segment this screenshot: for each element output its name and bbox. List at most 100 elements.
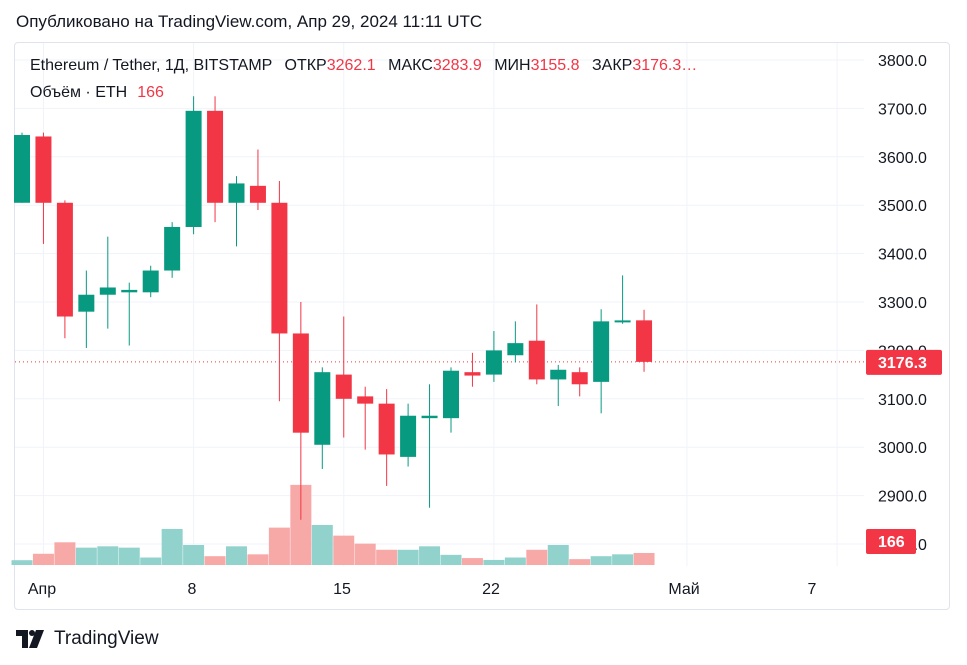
candle-body <box>14 135 30 203</box>
time-axis[interactable]: Апр 8 15 22 Май 7 <box>28 581 817 598</box>
time-tick-label: Апр <box>28 581 56 598</box>
candle[interactable] <box>507 321 524 363</box>
candle[interactable] <box>142 265 159 298</box>
volume-bar <box>54 542 76 565</box>
volume-bar <box>311 524 333 565</box>
candle[interactable] <box>14 132 30 203</box>
candle[interactable] <box>314 367 331 469</box>
volume-legend: Объём · ETH 166 <box>30 84 164 102</box>
price-tick-label: 3000.0 <box>878 440 927 457</box>
candle-body <box>271 202 288 334</box>
candle[interactable] <box>528 304 545 385</box>
candle[interactable] <box>99 236 116 329</box>
close-label: ЗАКР <box>591 57 633 74</box>
price-tick-label: 3500.0 <box>878 198 927 215</box>
candle-body <box>249 185 266 203</box>
candle-body <box>99 287 116 295</box>
candle[interactable] <box>400 403 417 467</box>
candle-body <box>164 226 181 271</box>
candle[interactable] <box>228 176 245 247</box>
published-caption: Опубликовано на TradingView.com, Апр 29,… <box>16 12 483 31</box>
candle[interactable] <box>357 386 374 450</box>
candle[interactable] <box>335 316 352 438</box>
candle[interactable] <box>35 132 52 244</box>
candle[interactable] <box>207 96 224 223</box>
candle[interactable] <box>464 352 481 387</box>
candle-body <box>314 372 331 445</box>
close-value: 3176.3… <box>632 57 698 74</box>
low-value: 3155.8 <box>530 57 580 74</box>
candle[interactable] <box>571 367 588 397</box>
candle-body <box>528 340 545 380</box>
candle-body <box>207 110 224 203</box>
candle[interactable] <box>56 200 73 339</box>
tradingview-logo-icon <box>16 630 44 648</box>
price-tick-label: 3400.0 <box>878 247 927 264</box>
candle-body <box>593 321 610 382</box>
candle[interactable] <box>185 96 202 235</box>
candle-body <box>614 320 631 323</box>
candle-body <box>550 369 567 380</box>
price-tick-label: 3300.0 <box>878 295 927 312</box>
candle-body <box>421 415 438 419</box>
last-price-badge <box>866 349 942 375</box>
volume-bar <box>268 527 290 565</box>
candle-body <box>185 110 202 227</box>
candle-body <box>142 270 159 293</box>
candle[interactable] <box>485 331 502 382</box>
tradingview-logo[interactable]: TradingView <box>16 628 159 650</box>
time-tick-label: 8 <box>188 581 197 598</box>
volume-label[interactable]: Объём · ETH <box>30 84 128 101</box>
volume-bar <box>461 558 483 565</box>
grid-lines <box>15 43 864 566</box>
price-tick-label: 2900.0 <box>878 489 927 506</box>
candle[interactable] <box>121 282 138 346</box>
volume-bar <box>290 484 312 565</box>
axis-badges: 3176.3 166 <box>866 349 942 554</box>
candle[interactable] <box>164 222 181 278</box>
candle-body <box>35 136 52 203</box>
candle[interactable] <box>78 270 95 348</box>
candle-body <box>485 350 502 375</box>
candle[interactable] <box>550 364 567 407</box>
candle-body <box>121 289 138 293</box>
volume-bars <box>11 484 655 565</box>
symbol-name[interactable]: Ethereum / Tether, 1Д, BITSTAMP <box>30 57 273 74</box>
volume-bar <box>204 556 226 565</box>
volume-bar <box>333 535 355 565</box>
volume-bar <box>32 553 54 565</box>
volume-bar <box>118 547 140 565</box>
candle[interactable] <box>292 302 309 520</box>
symbol-legend: Ethereum / Tether, 1Д, BITSTAMP ОТКР3262… <box>30 57 697 75</box>
volume-bar <box>612 554 634 565</box>
price-tick-label: 3600.0 <box>878 150 927 167</box>
volume-bar <box>226 546 247 565</box>
candle[interactable] <box>271 181 288 402</box>
volume-bar <box>526 549 548 565</box>
candle[interactable] <box>249 149 266 211</box>
low-label: МИН <box>494 57 531 74</box>
candle[interactable] <box>443 367 459 433</box>
candle-body <box>378 403 395 455</box>
volume-bar <box>397 549 419 565</box>
candle[interactable] <box>421 384 438 508</box>
volume-bar <box>504 557 526 565</box>
candle[interactable] <box>614 275 631 324</box>
candle[interactable] <box>593 309 610 414</box>
volume-bar <box>97 546 119 565</box>
volume-bar <box>11 560 33 565</box>
candle-body <box>464 372 481 376</box>
volume-bar <box>483 559 505 565</box>
open-label: ОТКР <box>284 57 327 74</box>
candle[interactable] <box>636 309 653 372</box>
volume-bar <box>440 554 462 565</box>
volume-badge-label: 166 <box>878 534 905 551</box>
candle[interactable] <box>378 389 395 486</box>
volume-bar <box>354 543 376 565</box>
candle-body <box>228 183 245 203</box>
candle-body <box>571 372 588 385</box>
candle-body <box>335 374 352 399</box>
volume-bar <box>75 547 97 565</box>
price-axis[interactable]: 3800.03700.03600.03500.03400.03300.03200… <box>878 53 927 554</box>
